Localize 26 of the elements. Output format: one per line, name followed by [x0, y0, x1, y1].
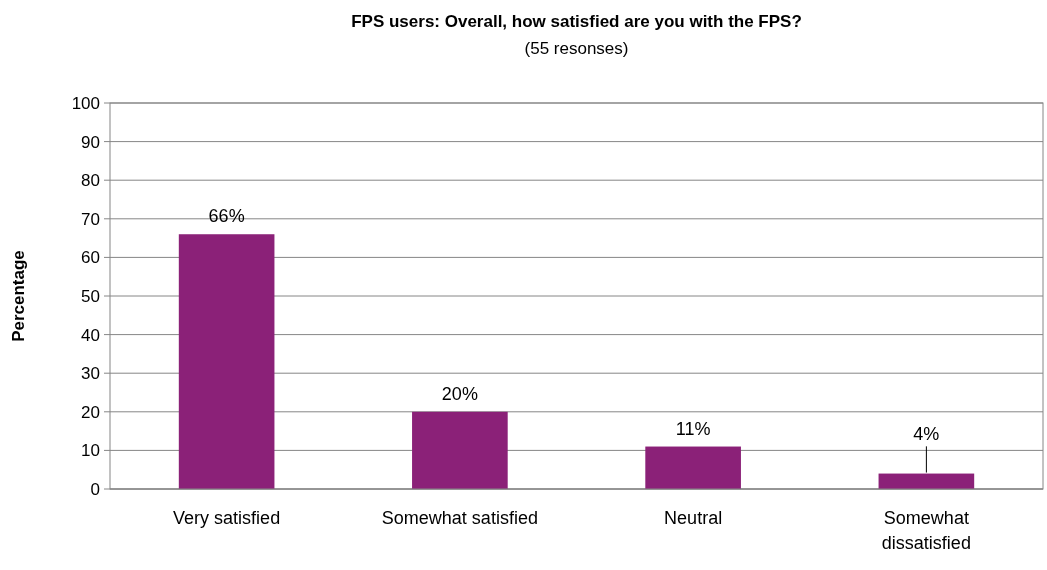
y-tick-label: 0 — [90, 479, 100, 499]
x-tick-label: Somewhat dissatisfied — [881, 508, 971, 553]
data-label: 4% — [913, 424, 940, 445]
bar — [178, 234, 275, 489]
data-label: 20% — [441, 383, 478, 404]
bar — [645, 446, 741, 489]
bar — [878, 473, 975, 489]
x-tick-label: Somewhat satisfied — [381, 508, 538, 528]
y-axis-title: Percentage — [9, 250, 28, 342]
data-label: 66% — [208, 206, 245, 227]
y-tick-label: 80 — [81, 171, 100, 191]
y-tick-label: 10 — [81, 441, 100, 461]
y-tick-label: 20 — [81, 402, 100, 422]
y-tick-label: 100 — [71, 93, 100, 113]
chart-title: FPS users: Overall, how satisfied are you with the FPS? — [351, 12, 802, 31]
x-tick-label: Neutral — [664, 508, 723, 528]
chart-subtitle: (55 resonses) — [524, 39, 629, 58]
y-tick-label: 90 — [81, 132, 100, 152]
data-label: 11% — [675, 418, 711, 439]
y-tick-label: 70 — [81, 209, 100, 229]
y-tick-label: 40 — [81, 325, 100, 345]
y-tick-label: 60 — [81, 248, 100, 268]
x-tick-label: Very satisfied — [173, 508, 281, 528]
y-tick-label: 30 — [81, 364, 100, 384]
y-tick-label: 50 — [81, 286, 100, 306]
bar — [412, 411, 508, 489]
